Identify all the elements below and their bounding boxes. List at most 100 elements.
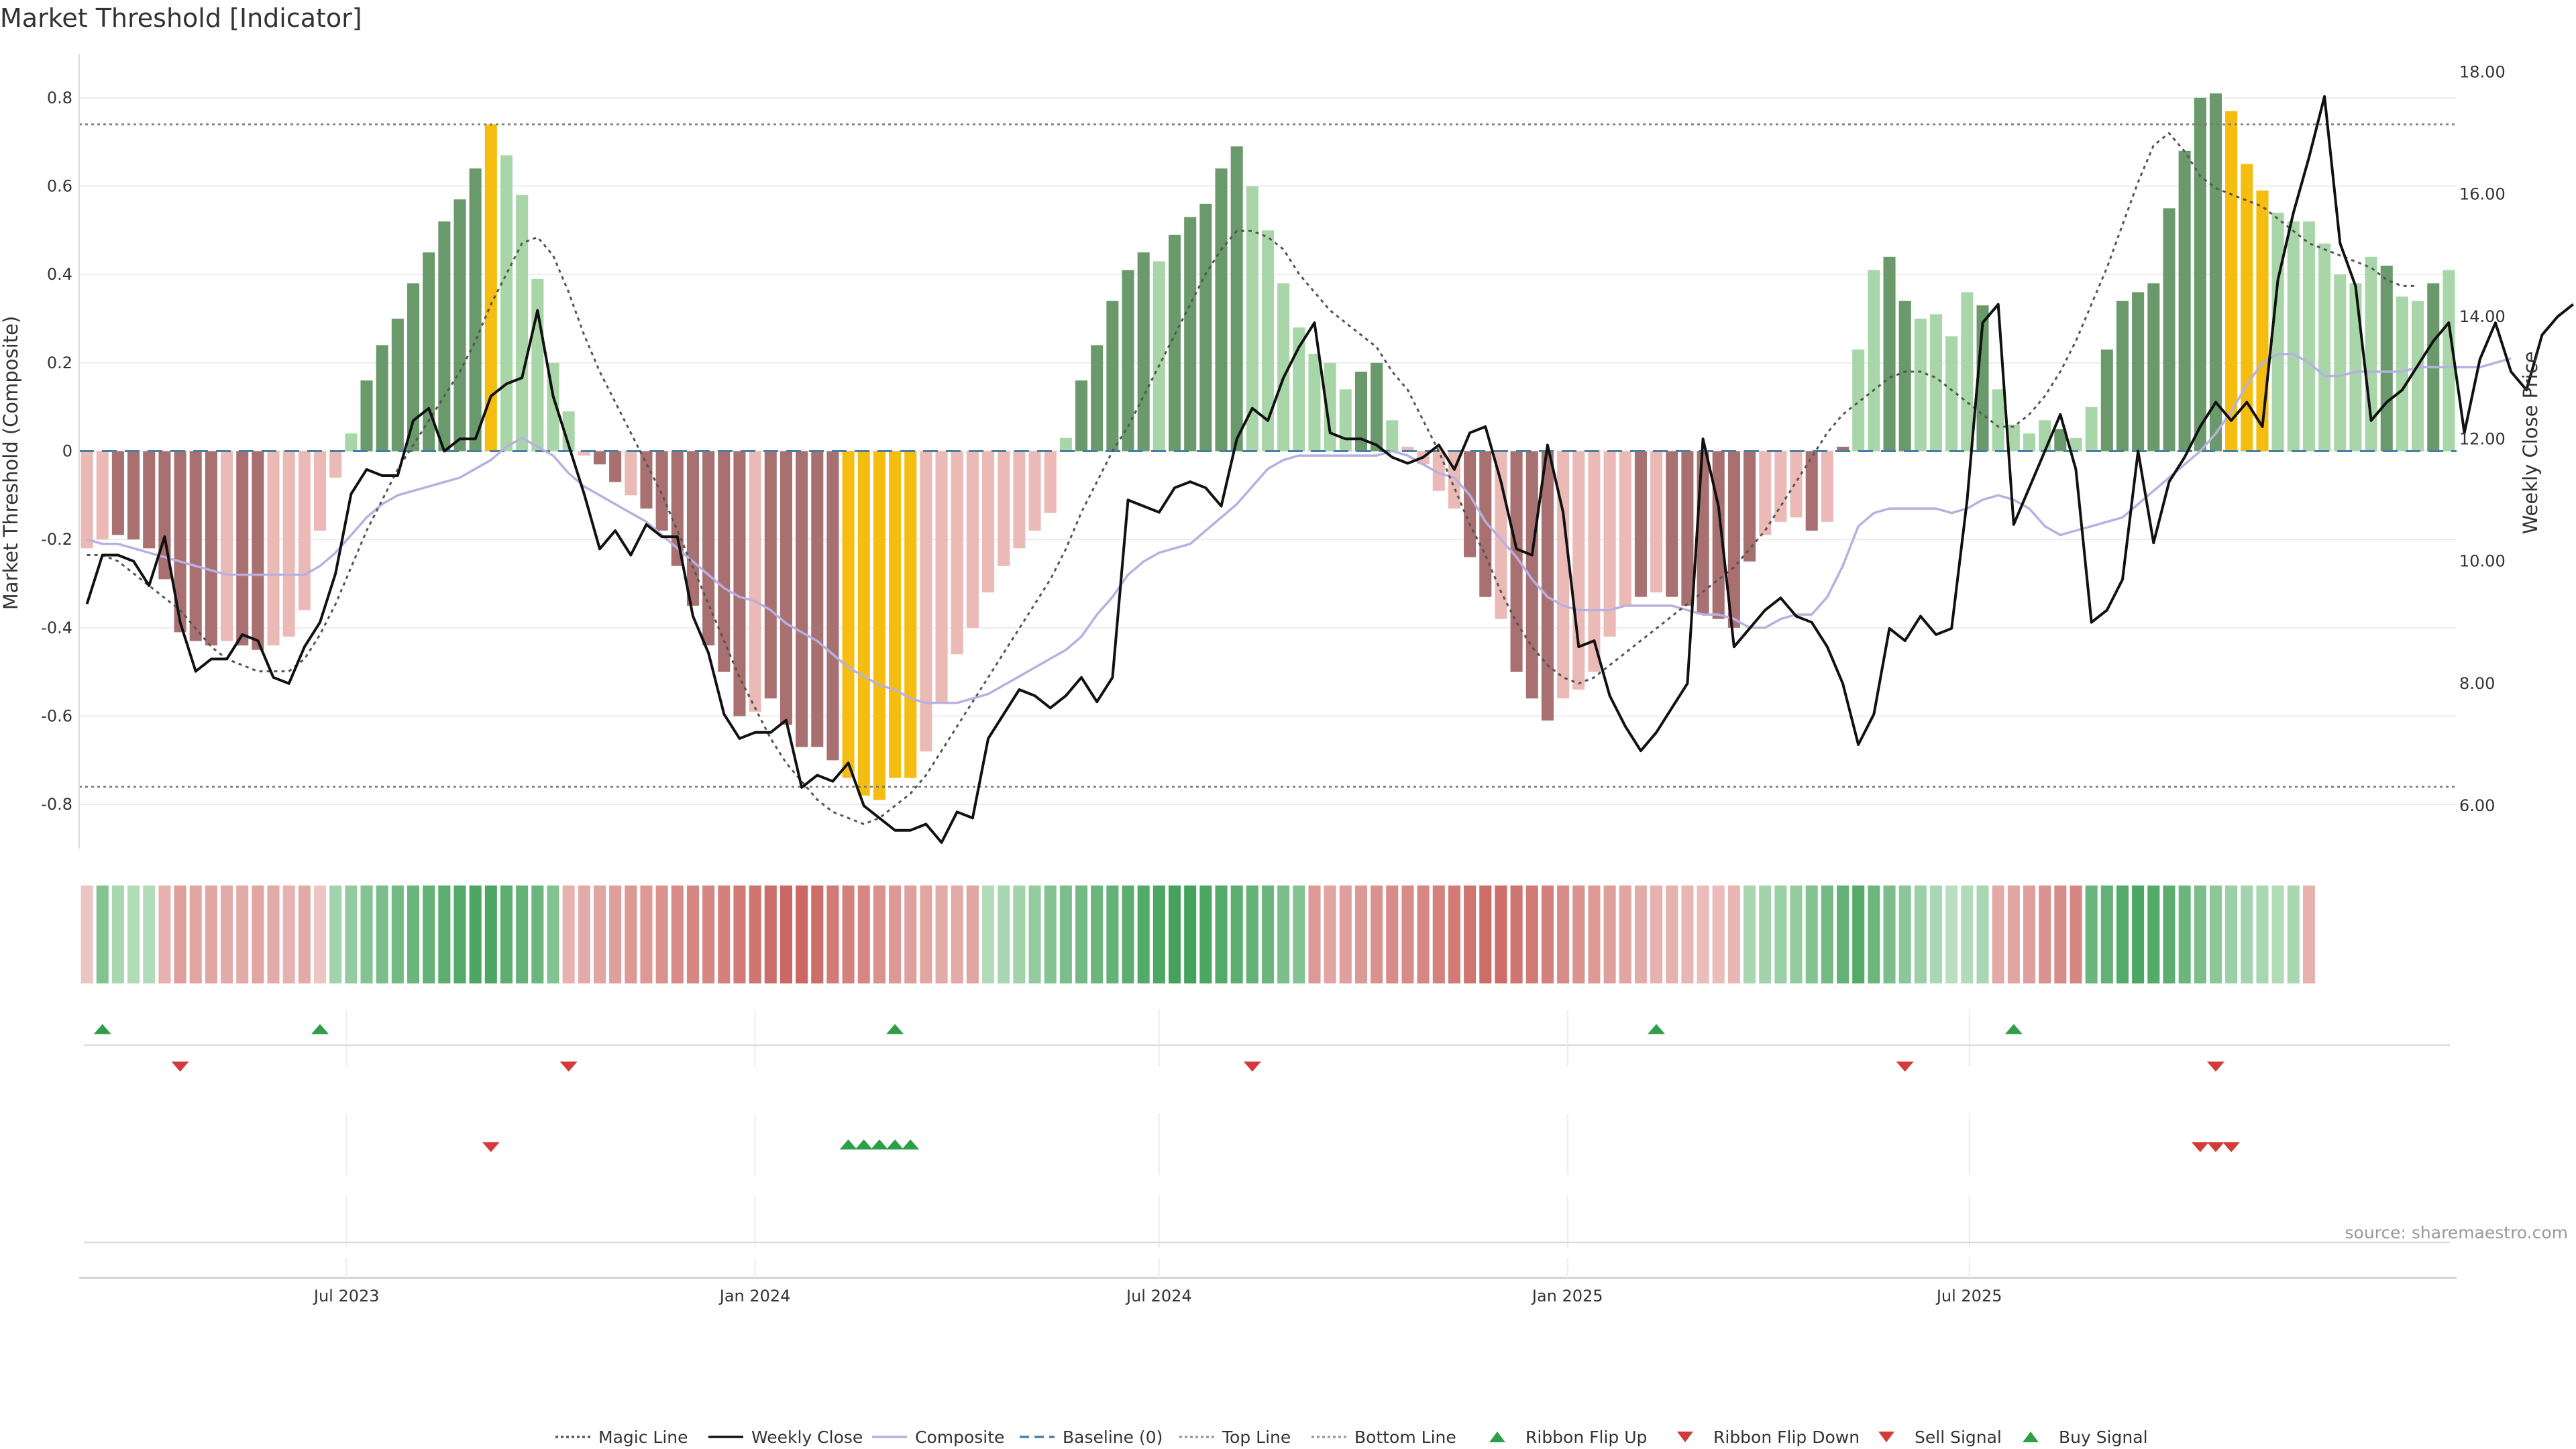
composite-bar: [640, 451, 653, 509]
composite-bar: [2334, 274, 2347, 451]
composite-bar: [423, 252, 435, 451]
composite-bar: [205, 451, 217, 646]
sell-signal-marker: [2206, 1142, 2224, 1152]
composite-bar: [376, 345, 388, 451]
composite-bar: [2256, 191, 2269, 451]
ribbon-cell: [1277, 885, 1290, 983]
composite-bar: [2365, 256, 2377, 451]
ribbon-cell: [982, 885, 995, 983]
ribbon-cell: [1961, 885, 1974, 983]
ribbon-cell: [1868, 885, 1880, 983]
y-tick-label: -0.6: [41, 707, 72, 726]
legend-item: Weekly Close: [708, 1428, 863, 1447]
ribbon-cell: [1759, 885, 1772, 983]
composite-bar: [2054, 429, 2067, 451]
composite-bar: [313, 451, 327, 531]
composite-bar: [80, 451, 93, 549]
ribbon-flip-up-marker: [2004, 1024, 2023, 1034]
composite-bar: [1743, 451, 1756, 562]
legend-item: Ribbon Flip Down: [1677, 1428, 1860, 1447]
legend-label: Ribbon Flip Up: [1525, 1428, 1647, 1447]
ribbon-cell: [174, 885, 186, 983]
ribbon-cell: [1152, 885, 1165, 983]
composite-bar: [1914, 319, 1927, 451]
composite-bar: [1619, 451, 1631, 606]
composite-bar: [1572, 451, 1585, 690]
ribbon-cell: [1293, 885, 1305, 983]
ribbon-cell: [904, 885, 917, 983]
legend-label: Baseline (0): [1063, 1428, 1163, 1447]
ribbon-cell: [2147, 885, 2160, 983]
composite-bar: [920, 451, 932, 752]
ribbon-cell: [1619, 885, 1631, 983]
ribbon-cell: [111, 885, 124, 983]
composite-bar: [609, 451, 622, 482]
composite-bar: [360, 380, 373, 451]
y-tick-label: 0.2: [47, 354, 72, 372]
ribbon-cell: [1603, 885, 1616, 983]
composite-bar: [345, 433, 358, 451]
ribbon-cell: [189, 885, 202, 983]
ribbon-cell: [686, 885, 699, 983]
composite-bar: [453, 199, 466, 451]
composite-bar: [2318, 244, 2331, 451]
composite-bar: [1106, 301, 1119, 451]
ribbon-cell: [1324, 885, 1336, 983]
ribbon-cell: [1184, 885, 1197, 983]
composite-bar: [1386, 420, 1399, 451]
y-tick-label: 0.8: [47, 89, 72, 107]
ribbon-cell: [625, 885, 637, 983]
ribbon-cell: [593, 885, 606, 983]
composite-bar: [1246, 186, 1258, 451]
composite-bar: [982, 451, 995, 593]
ribbon-cell: [1852, 885, 1865, 983]
ribbon-cell: [966, 885, 979, 983]
composite-bar: [2132, 292, 2145, 451]
ribbon-cell: [158, 885, 171, 983]
ribbon-flip-up-marker: [311, 1024, 329, 1034]
series-lines: [79, 95, 2574, 844]
x-tick-label: Jul 2025: [1935, 1287, 2002, 1305]
composite-line: [87, 352, 2512, 704]
y-tick-label-right: 18.00: [2459, 62, 2506, 81]
composite-bar: [1666, 451, 1678, 597]
ribbon-flip-down-marker: [2206, 1061, 2224, 1072]
composite-bar: [484, 124, 497, 451]
ribbon-cell: [1168, 885, 1181, 983]
ribbon-cell: [1525, 885, 1538, 983]
ribbon-cell: [749, 885, 761, 983]
composite-bar: [1852, 350, 1865, 451]
composite-bar: [2039, 420, 2051, 451]
ribbon-cell: [609, 885, 622, 983]
source-label: source: sharemaestro.com: [2345, 1223, 2569, 1242]
ribbon-cell: [998, 885, 1010, 983]
composite-bar: [1324, 362, 1336, 451]
composite-bar: [2443, 270, 2455, 451]
composite-bar: [1976, 305, 1989, 451]
triangle-up-icon: [2023, 1432, 2039, 1442]
ribbon-cell: [376, 885, 388, 983]
y-tick-label-right: 10.00: [2459, 552, 2506, 571]
ribbon-cell: [1028, 885, 1041, 983]
ribbon-flip-up-marker: [1648, 1024, 1666, 1034]
buy-signal-marker: [902, 1139, 920, 1150]
composite-bar: [127, 451, 140, 540]
composite-bar: [1557, 451, 1570, 699]
composite-bar: [1774, 451, 1787, 522]
composite-bar: [2178, 150, 2191, 451]
y-axis-label-left: Market Threshold (Composite): [0, 316, 22, 610]
ribbon-cell: [842, 885, 855, 983]
ribbon-cell: [469, 885, 482, 983]
composite-bar: [811, 451, 824, 747]
composite-bar: [2163, 208, 2176, 451]
composite-bar: [236, 451, 249, 646]
ribbon-cell: [655, 885, 668, 983]
ribbon-cell: [2085, 885, 2098, 983]
sell-signal-marker: [2222, 1142, 2241, 1152]
ribbon-cell: [1572, 885, 1585, 983]
legend-item: Top Line: [1179, 1428, 1291, 1447]
composite-bar: [780, 451, 792, 725]
ribbon-cell: [1354, 885, 1368, 983]
